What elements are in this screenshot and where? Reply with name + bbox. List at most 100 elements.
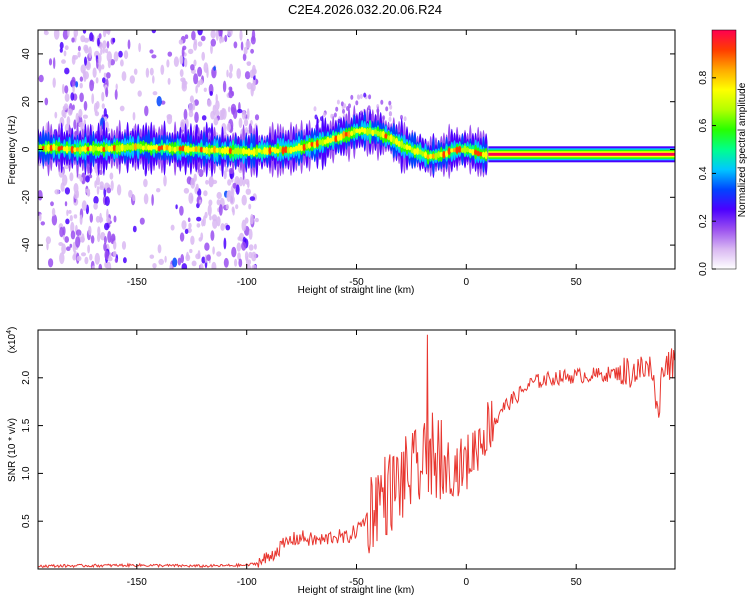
heatmap-cell bbox=[85, 175, 90, 183]
heatmap-cell bbox=[235, 204, 239, 210]
heatmap-cell bbox=[242, 147, 246, 155]
heatmap-cell bbox=[68, 146, 72, 152]
heatmap-cell bbox=[121, 241, 127, 250]
heatmap-cell bbox=[237, 236, 242, 241]
heatmap-cell bbox=[107, 256, 113, 262]
heatmap-cell bbox=[78, 146, 82, 154]
heatmap-cell bbox=[281, 146, 285, 155]
heatmap-cell bbox=[166, 59, 170, 68]
heatmap-cell bbox=[147, 144, 151, 151]
heatmap-cell bbox=[127, 39, 131, 50]
heatmap-cell bbox=[197, 41, 203, 47]
heatmap-cell bbox=[243, 46, 248, 55]
heatmap-cell bbox=[132, 111, 136, 121]
heatmap-cell bbox=[255, 147, 259, 156]
heatmap-cell bbox=[191, 30, 196, 41]
heatmap-cell bbox=[61, 83, 65, 95]
heatmap-cell bbox=[403, 116, 407, 122]
heatmap-cell bbox=[81, 146, 85, 152]
heatmap-cell bbox=[172, 257, 178, 268]
heatmap-cell bbox=[73, 119, 77, 130]
heatmap-cell bbox=[228, 89, 234, 99]
heatmap-cell bbox=[156, 188, 161, 193]
heatmap-cell bbox=[339, 133, 343, 141]
heatmap-cell bbox=[241, 219, 247, 232]
heatmap-cell bbox=[149, 145, 153, 151]
heatmap-cell bbox=[248, 228, 253, 240]
heatmap-cell bbox=[69, 215, 73, 222]
heatmap-cell bbox=[91, 93, 95, 105]
heatmap-cell bbox=[237, 252, 241, 261]
heatmap-cell bbox=[215, 147, 219, 153]
heatmap-cell bbox=[241, 110, 246, 120]
heatmap-cell bbox=[79, 214, 83, 225]
heatmap-cell bbox=[205, 146, 209, 154]
heatmap-cell bbox=[54, 111, 58, 119]
heatmap-cell bbox=[121, 71, 127, 82]
heatmap-cell bbox=[191, 146, 196, 153]
heatmap-cell bbox=[360, 126, 364, 133]
heatmap-cell bbox=[216, 199, 221, 206]
heatmap-cell bbox=[57, 146, 61, 152]
heatmap-cell bbox=[210, 30, 216, 39]
heatmap-cell bbox=[67, 30, 70, 38]
heatmap-cell bbox=[379, 131, 383, 138]
colorbar-tick-label: 0.8 bbox=[698, 70, 709, 84]
heatmap-cell bbox=[429, 153, 433, 159]
heatmap-cell bbox=[476, 150, 480, 157]
heatmap-cell bbox=[220, 223, 225, 231]
y-tick-label: -20 bbox=[21, 190, 32, 205]
heatmap-cell bbox=[218, 147, 222, 154]
heatmap-cell bbox=[141, 145, 145, 151]
heatmap-cell bbox=[98, 61, 102, 74]
heatmap-cell bbox=[120, 143, 124, 152]
heatmap-cell bbox=[400, 140, 404, 149]
heatmap-cell bbox=[329, 137, 333, 143]
heatmap-cell bbox=[100, 48, 103, 55]
heatmap-cell bbox=[149, 254, 155, 259]
heatmap-cell bbox=[144, 143, 148, 151]
heatmap-cell bbox=[54, 189, 60, 195]
heatmap-cell bbox=[201, 115, 207, 121]
heatmap-cell bbox=[71, 37, 75, 43]
heatmap-cell bbox=[173, 146, 177, 153]
heatmap-cell bbox=[99, 42, 104, 50]
heatmap-cell bbox=[90, 235, 95, 244]
heatmap-cell bbox=[439, 151, 443, 158]
heatmap-cell bbox=[359, 94, 363, 99]
spectrogram-x-axis-label: Height of straight line (km) bbox=[298, 285, 415, 296]
heatmap-cell bbox=[463, 145, 467, 154]
heatmap-cell bbox=[128, 189, 133, 198]
heatmap-cell bbox=[232, 108, 238, 120]
heatmap-cell bbox=[342, 131, 346, 139]
colorbar: 0.0 0.2 0.4 0.6 0.8 Normalized spectral ampl… bbox=[698, 29, 748, 276]
heatmap-cell bbox=[200, 35, 206, 42]
heatmap-cell bbox=[236, 179, 241, 186]
heatmap-cell bbox=[216, 251, 222, 257]
heatmap-cell bbox=[61, 243, 66, 255]
heatmap-cell bbox=[89, 79, 94, 92]
y-tick-label: 1.0 bbox=[21, 466, 32, 480]
heatmap-cell bbox=[94, 145, 98, 151]
heatmap-cell bbox=[195, 183, 199, 192]
heatmap-cell bbox=[232, 208, 235, 216]
spectrogram-y-axis-label: Frequency (Hz) bbox=[7, 116, 18, 185]
x-tick-label: -100 bbox=[237, 577, 257, 588]
x-tick-label: -150 bbox=[127, 577, 147, 588]
heatmap-cell bbox=[249, 196, 256, 202]
heatmap-cell bbox=[387, 135, 391, 141]
heatmap-cell bbox=[115, 83, 118, 91]
heatmap-cell bbox=[44, 97, 49, 106]
heatmap-cell bbox=[51, 207, 56, 217]
heatmap-cell bbox=[179, 55, 184, 65]
x-tick-label: 0 bbox=[464, 277, 470, 288]
heatmap-cell bbox=[167, 77, 171, 85]
heatmap-cell bbox=[101, 91, 105, 102]
heatmap-cell bbox=[114, 89, 118, 100]
heatmap-cell bbox=[330, 113, 334, 119]
heatmap-cell bbox=[193, 73, 199, 85]
heatmap-cell bbox=[105, 72, 111, 79]
heatmap-cell bbox=[481, 151, 486, 158]
heatmap-cell bbox=[81, 200, 87, 211]
heatmap-cell bbox=[273, 147, 277, 154]
